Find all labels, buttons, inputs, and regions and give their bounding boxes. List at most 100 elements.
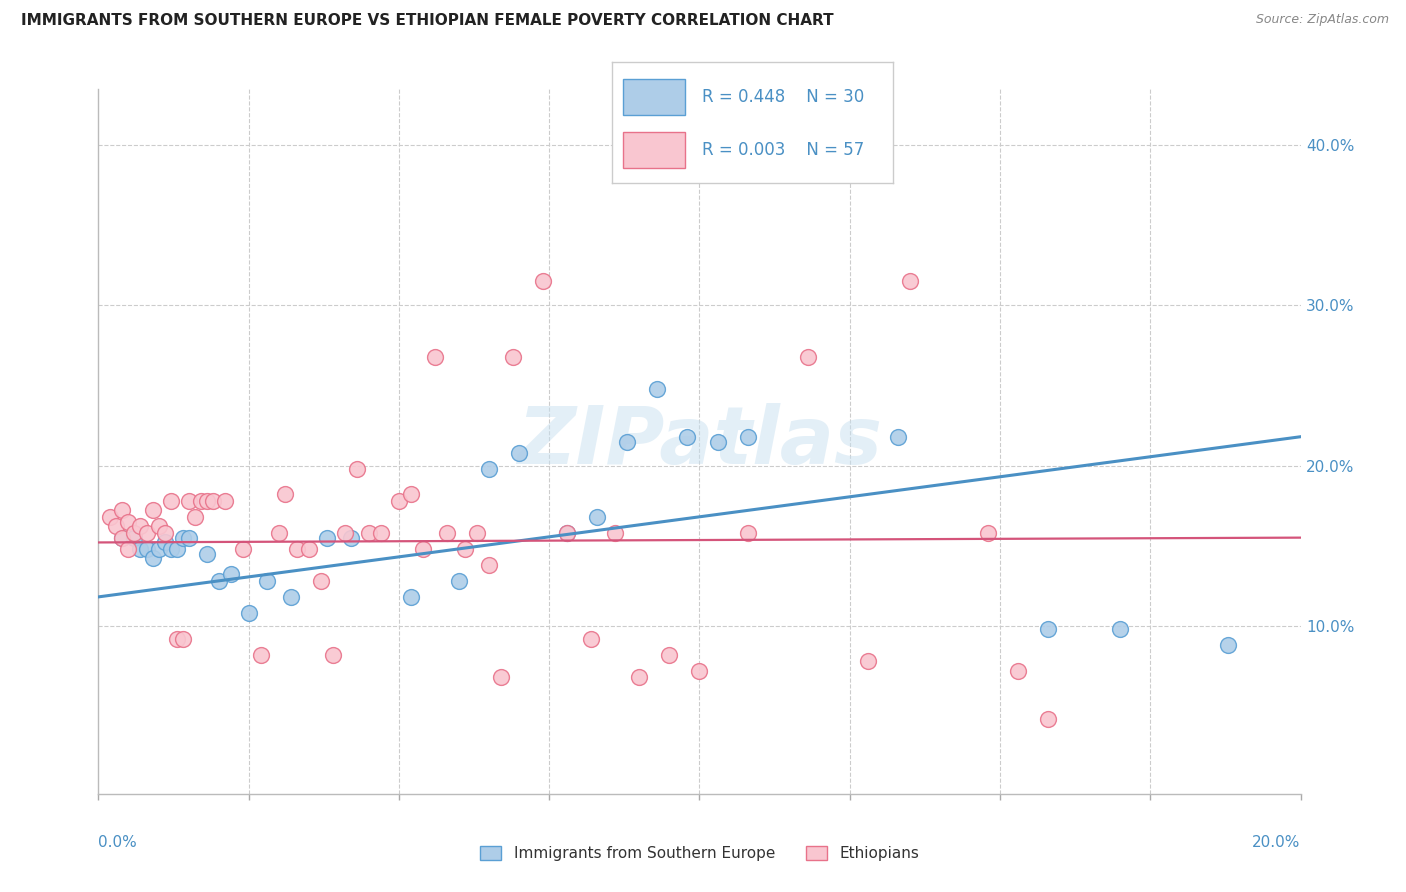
Point — [898, 274, 921, 288]
Point — [124, 525, 146, 540]
Point — [315, 531, 337, 545]
Point — [166, 541, 188, 556]
Point — [531, 274, 554, 288]
Point — [267, 525, 290, 540]
Point — [135, 525, 157, 540]
Point — [172, 531, 194, 545]
Point — [159, 541, 181, 556]
Point — [796, 350, 818, 364]
Point — [111, 503, 134, 517]
Point — [117, 515, 139, 529]
Point — [555, 525, 578, 540]
Point — [280, 590, 302, 604]
Point — [148, 519, 170, 533]
Point — [676, 430, 699, 444]
Point — [388, 493, 411, 508]
Point — [105, 519, 128, 533]
Point — [201, 493, 224, 508]
Point — [135, 541, 157, 556]
Text: Source: ZipAtlas.com: Source: ZipAtlas.com — [1256, 13, 1389, 27]
Point — [285, 541, 308, 556]
Text: R = 0.448    N = 30: R = 0.448 N = 30 — [702, 88, 863, 106]
Point — [436, 525, 458, 540]
Point — [737, 525, 759, 540]
FancyBboxPatch shape — [623, 79, 685, 115]
Point — [322, 648, 344, 662]
Point — [423, 350, 446, 364]
Point — [214, 493, 236, 508]
Point — [177, 531, 200, 545]
Point — [195, 547, 218, 561]
Point — [346, 462, 368, 476]
Point — [628, 670, 651, 684]
Point — [298, 541, 321, 556]
Point — [190, 493, 212, 508]
Point — [502, 350, 524, 364]
Point — [129, 541, 152, 556]
Point — [689, 664, 711, 678]
Point — [256, 574, 278, 588]
Point — [478, 558, 501, 572]
Point — [447, 574, 470, 588]
Point — [249, 648, 271, 662]
Point — [489, 670, 512, 684]
Point — [333, 525, 356, 540]
Point — [153, 525, 176, 540]
Point — [124, 531, 146, 545]
Point — [1036, 712, 1059, 726]
Point — [1218, 638, 1240, 652]
Text: 0.0%: 0.0% — [98, 836, 138, 850]
Point — [357, 525, 380, 540]
Point — [454, 541, 477, 556]
Point — [605, 525, 627, 540]
Point — [370, 525, 392, 540]
Point — [1109, 622, 1132, 636]
Point — [117, 541, 139, 556]
Text: ZIPatlas: ZIPatlas — [517, 402, 882, 481]
Point — [238, 606, 260, 620]
Point — [177, 493, 200, 508]
Point — [399, 487, 422, 501]
Point — [581, 632, 603, 646]
FancyBboxPatch shape — [623, 132, 685, 169]
Text: 20.0%: 20.0% — [1253, 836, 1301, 850]
Point — [977, 525, 1000, 540]
Point — [208, 574, 231, 588]
Legend: Immigrants from Southern Europe, Ethiopians: Immigrants from Southern Europe, Ethiopi… — [474, 839, 925, 867]
Point — [159, 493, 181, 508]
Point — [1036, 622, 1059, 636]
Point — [340, 531, 363, 545]
Point — [555, 525, 578, 540]
Point — [647, 382, 669, 396]
Point — [887, 430, 910, 444]
Point — [309, 574, 332, 588]
Point — [1007, 664, 1029, 678]
Point — [478, 462, 501, 476]
Point — [166, 632, 188, 646]
Point — [616, 434, 638, 449]
Point — [153, 535, 176, 549]
Point — [111, 531, 134, 545]
Point — [100, 509, 122, 524]
Point — [129, 519, 152, 533]
Point — [195, 493, 218, 508]
Point — [399, 590, 422, 604]
Point — [737, 430, 759, 444]
Point — [172, 632, 194, 646]
Point — [141, 551, 163, 566]
Point — [465, 525, 488, 540]
Point — [508, 446, 530, 460]
Point — [274, 487, 297, 501]
Text: IMMIGRANTS FROM SOUTHERN EUROPE VS ETHIOPIAN FEMALE POVERTY CORRELATION CHART: IMMIGRANTS FROM SOUTHERN EUROPE VS ETHIO… — [21, 13, 834, 29]
Point — [412, 541, 434, 556]
Point — [111, 531, 134, 545]
Point — [141, 503, 163, 517]
Point — [586, 509, 609, 524]
Point — [706, 434, 728, 449]
Point — [183, 509, 205, 524]
Text: R = 0.003    N = 57: R = 0.003 N = 57 — [702, 141, 863, 160]
Point — [148, 541, 170, 556]
Point — [219, 567, 242, 582]
Point — [856, 654, 879, 668]
Point — [658, 648, 681, 662]
